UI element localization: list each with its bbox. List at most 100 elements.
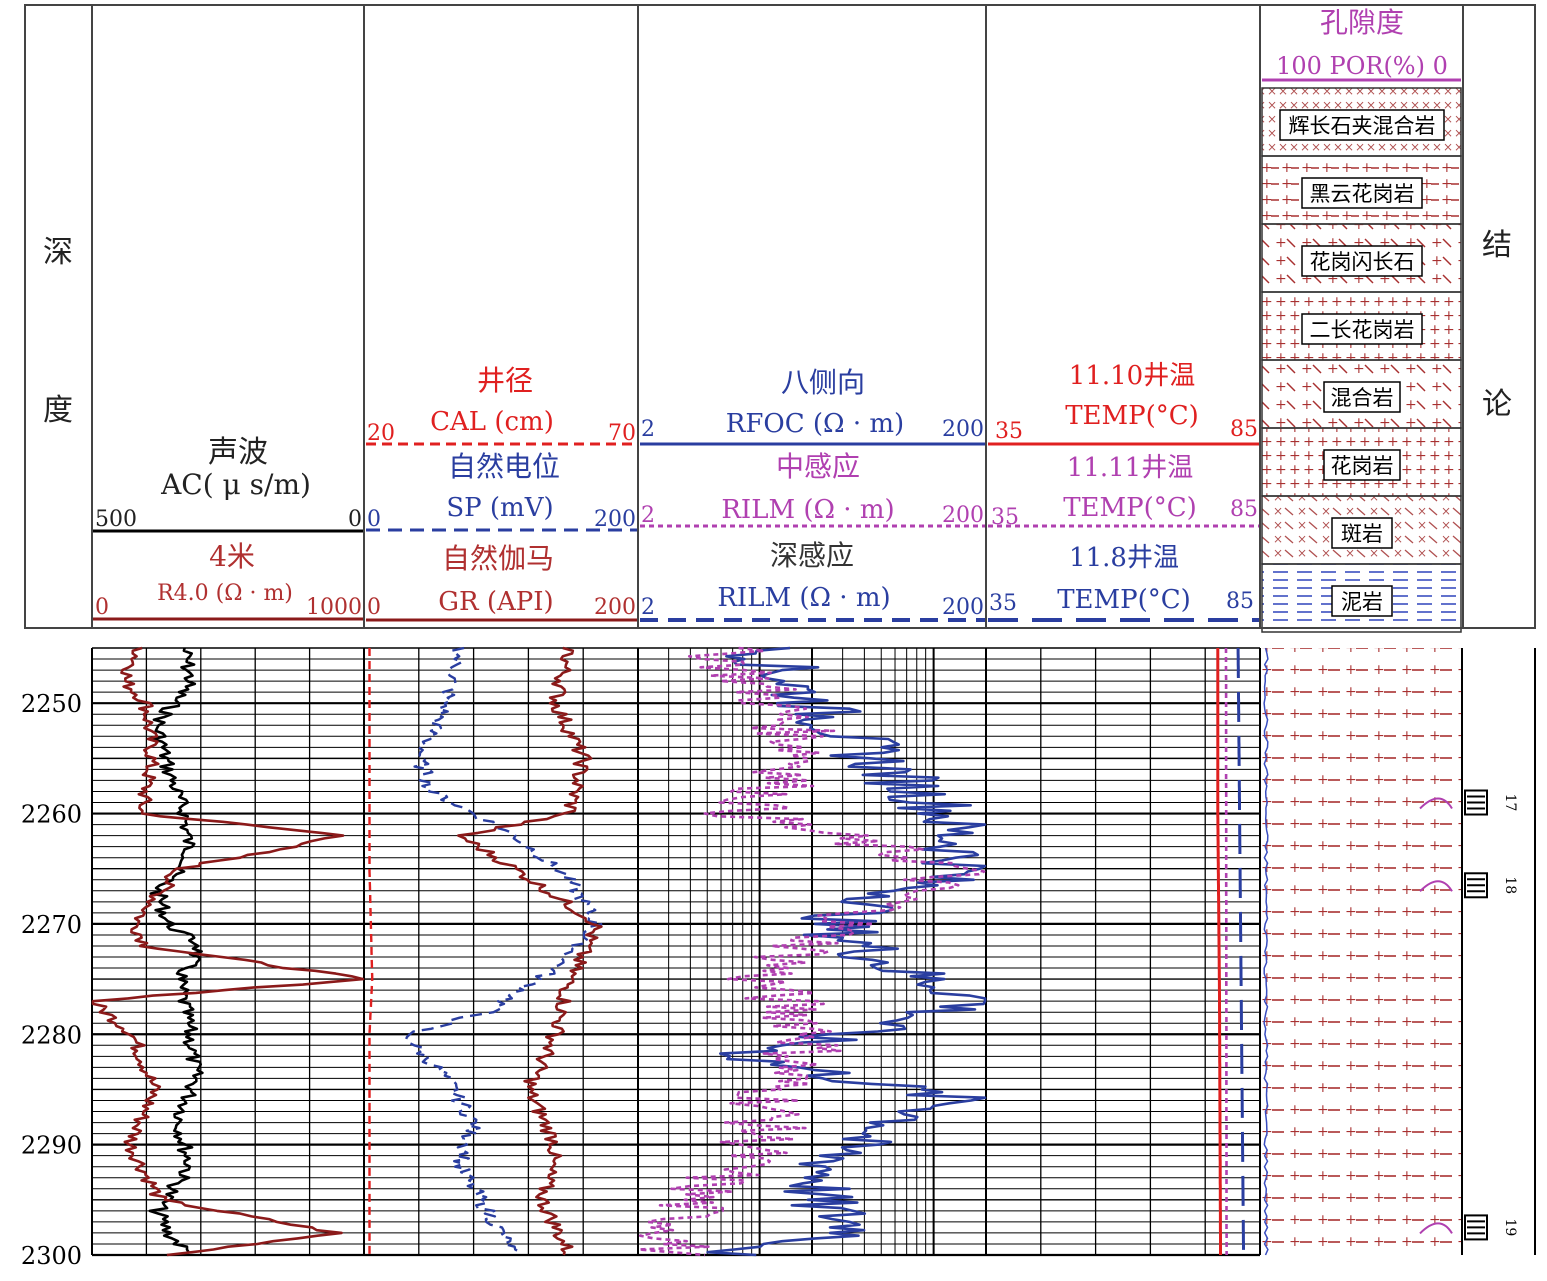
conclusion-header-char1: 结 (1482, 228, 1512, 263)
depth-tick-label: 2250 (21, 690, 82, 718)
por-name: 孔隙度 (1320, 6, 1404, 39)
cal-name: 井径 (477, 364, 533, 397)
lithology-label: 二长花岗岩 (1310, 318, 1415, 342)
lithology-label: 泥岩 (1341, 590, 1383, 614)
t2-right-scale: 85 (1230, 497, 1258, 522)
lithology-label-box (1301, 177, 1423, 209)
sp-left-scale: 0 (367, 507, 381, 532)
rilm-left-scale: 2 (641, 503, 655, 528)
lithology-label-box (1301, 245, 1423, 277)
curve-temp-11-10 (1216, 648, 1222, 1255)
conclusion-header-char2: 论 (1482, 387, 1512, 422)
t3-name: 11.8井温 (1069, 543, 1179, 573)
conclusion-number: 18 (1502, 876, 1518, 894)
curve-gr (456, 646, 603, 1256)
conclusion-marker: 17 (1419, 789, 1518, 816)
rilm-unit: RILM (Ω · m) (721, 495, 894, 525)
r4-unit: R4.0 (Ω · m) (157, 581, 293, 606)
gr-unit: GR (API) (438, 587, 553, 617)
track2-header: 井径 CAL (cm) 20 70 自然电位 SP (mV) 0 200 自然伽… (366, 364, 637, 622)
t1-name: 11.10井温 (1069, 361, 1195, 391)
curve-ac (148, 647, 204, 1257)
rild-unit: RILM (Ω · m) (717, 583, 890, 613)
sp-name: 自然电位 (448, 450, 560, 483)
depth-axis: 2250 2260 2270 2280 2290 2300 (21, 690, 82, 1270)
lithology-label: 辉长石夹混合岩 (1289, 114, 1436, 138)
curve-r4-0 (91, 646, 365, 1257)
conclusion-number: 19 (1502, 1218, 1518, 1236)
lithology-label-box (1301, 313, 1423, 345)
rfoc-name: 八侧向 (781, 366, 865, 399)
ac-name: 声波 (208, 435, 268, 470)
curve-temp-11-8 (1236, 648, 1246, 1256)
lithology-label: 斑岩 (1341, 522, 1383, 546)
cal-left-scale: 20 (367, 421, 395, 446)
curve-cal (368, 648, 374, 1255)
cal-unit: CAL (cm) (430, 407, 554, 437)
sp-unit: SP (mV) (446, 493, 553, 523)
gr-name: 自然伽马 (442, 542, 554, 575)
t3-unit: TEMP(°C) (1057, 585, 1191, 615)
lithology-label-box (1331, 585, 1393, 617)
track5-header: 孔隙度 100 POR(%) 0 辉长石夹混合岩黑云花岗岩花岗闪长石二长花岗岩混… (1261, 6, 1462, 633)
rild-right-scale: 200 (942, 595, 984, 620)
lithology-label: 黑云花岗岩 (1310, 182, 1415, 206)
lithology-label-box (1279, 109, 1445, 141)
conclusion-marker: 18 (1419, 872, 1518, 899)
rfoc-left-scale: 2 (641, 417, 655, 442)
conclusion-number: 17 (1502, 794, 1518, 812)
depth-tick-label: 2280 (21, 1021, 82, 1049)
curve-porosity (1263, 647, 1269, 1256)
lithology-label: 花岗岩 (1331, 454, 1394, 478)
lithology-label-box (1331, 517, 1393, 549)
lithology-column (1262, 648, 1462, 1255)
track1-header: 声波 AC( μ s/m) 500 0 4米 R4.0 (Ω · m) 0 10… (93, 435, 363, 621)
lithology-label: 花岗闪长石 (1310, 250, 1415, 274)
lithology-label-box (1323, 381, 1401, 413)
curve-rilm (637, 646, 986, 1257)
lithology-label: 混合岩 (1331, 386, 1394, 410)
depth-tick-label: 2260 (21, 801, 82, 829)
log-data-area: 17 18 19 (91, 646, 1536, 1257)
track4-header: 11.10井温 TEMP(°C) 35 85 11.11井温 TEMP(°C) … (988, 361, 1259, 622)
t2-left-scale: 35 (991, 505, 1019, 530)
lithology-label-box (1323, 449, 1401, 481)
t2-unit: TEMP(°C) (1063, 493, 1197, 523)
ac-unit: AC( μ s/m) (160, 468, 311, 501)
depth-tick-label: 2290 (21, 1132, 82, 1160)
rilm-right-scale: 200 (942, 503, 984, 528)
depth-tick-label: 2300 (21, 1242, 82, 1270)
ac-left-scale: 500 (95, 507, 137, 532)
t2-name: 11.11井温 (1067, 453, 1193, 483)
depth-header-char1: 深 (43, 235, 73, 270)
conclusion-marker: 19 (1419, 1214, 1518, 1241)
depth-tick-label: 2270 (21, 911, 82, 939)
t1-right-scale: 85 (1230, 417, 1258, 442)
r4-name: 4米 (209, 540, 255, 573)
curve-sp (404, 646, 605, 1256)
r4-right-scale: 1000 (306, 595, 362, 620)
por-unit: 100 POR(%) 0 (1276, 52, 1448, 80)
rild-name: 深感应 (770, 539, 854, 572)
r4-left-scale: 0 (95, 595, 109, 620)
t1-left-scale: 35 (995, 419, 1023, 444)
track3-header: 八侧向 RFOC (Ω · m) 2 200 中感应 RILM (Ω · m) … (640, 366, 985, 622)
rfoc-unit: RFOC (Ω · m) (726, 409, 904, 439)
t1-unit: TEMP(°C) (1065, 401, 1199, 431)
curve-temp-11-11 (1224, 648, 1228, 1255)
depth-header-char2: 度 (43, 393, 73, 428)
gr-left-scale: 0 (367, 595, 381, 620)
gr-right-scale: 200 (594, 595, 636, 620)
sp-right-scale: 200 (594, 507, 636, 532)
ac-right-scale: 0 (348, 507, 362, 532)
t3-left-scale: 35 (989, 591, 1017, 616)
rild-left-scale: 2 (641, 595, 655, 620)
t3-right-scale: 85 (1226, 589, 1254, 614)
rilm-name: 中感应 (776, 450, 860, 483)
curve-rfoc (706, 646, 987, 1257)
rfoc-right-scale: 200 (942, 417, 984, 442)
cal-right-scale: 70 (608, 421, 636, 446)
